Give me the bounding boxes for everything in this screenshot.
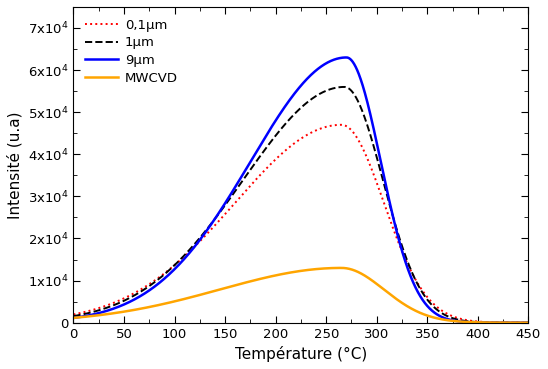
0,1μm [149,280,156,284]
MWCVD [467,320,474,324]
Line: 0,1μm: 0,1μm [73,125,528,323]
9μm [525,320,532,325]
X-axis label: Température (°C): Température (°C) [235,346,367,362]
1μm [70,314,77,318]
9μm [343,55,350,60]
Line: 1μm: 1μm [73,87,528,323]
9μm [149,286,156,290]
MWCVD [264,275,271,279]
9μm [467,320,474,324]
Line: 9μm: 9μm [73,58,528,323]
Legend: 0,1μm, 1μm, 9μm, MWCVD: 0,1μm, 1μm, 9μm, MWCVD [80,14,183,90]
0,1μm [122,296,129,300]
9μm [122,302,129,306]
1μm [467,319,474,324]
MWCVD [149,304,156,308]
0,1μm [70,312,77,317]
1μm [264,144,271,148]
1μm [149,282,156,286]
0,1μm [525,320,532,325]
MWCVD [122,309,129,314]
1μm [516,320,523,325]
MWCVD [516,320,523,325]
1μm [525,320,532,325]
9μm [244,164,251,168]
0,1μm [338,123,345,127]
9μm [70,316,77,320]
9μm [264,131,271,135]
9μm [516,320,523,325]
MWCVD [525,320,532,325]
0,1μm [244,186,251,190]
Y-axis label: Intensité (u.a): Intensité (u.a) [7,111,22,218]
MWCVD [244,280,251,284]
1μm [244,171,251,175]
MWCVD [70,315,77,320]
1μm [122,298,129,302]
0,1μm [264,165,271,169]
MWCVD [338,266,345,270]
0,1μm [516,320,523,325]
1μm [341,85,347,89]
Line: MWCVD: MWCVD [73,268,528,323]
0,1μm [467,318,474,323]
